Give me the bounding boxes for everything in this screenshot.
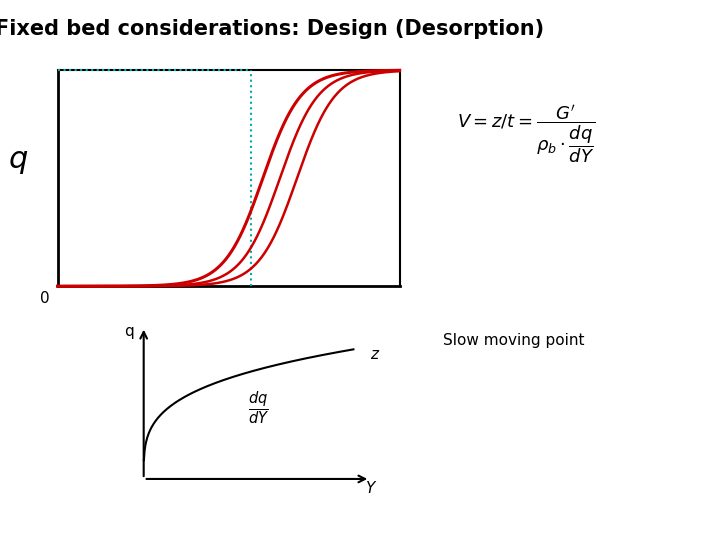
Text: q: q	[124, 323, 134, 339]
Text: $V = z/t = \dfrac{G^{\prime}}{\rho_b \cdot \dfrac{dq}{dY}}$: $V = z/t = \dfrac{G^{\prime}}{\rho_b \cd…	[457, 104, 596, 166]
Text: Slow moving point: Slow moving point	[443, 333, 585, 348]
Text: Fixed bed considerations: Design (Desorption): Fixed bed considerations: Design (Desorp…	[0, 19, 544, 39]
Text: z: z	[370, 348, 378, 362]
Text: $\frac{dq}{dY}$: $\frac{dq}{dY}$	[248, 390, 269, 427]
Text: $q$: $q$	[8, 147, 28, 177]
Text: Y: Y	[366, 481, 375, 496]
Text: 0: 0	[40, 291, 50, 306]
